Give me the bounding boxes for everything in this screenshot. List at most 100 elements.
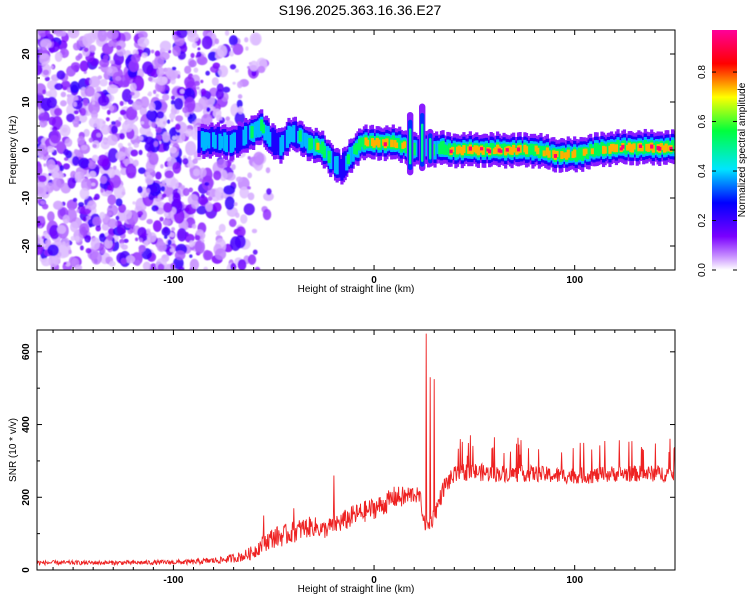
noise-blob	[85, 248, 92, 254]
noise-blob	[100, 188, 104, 193]
noise-blob	[237, 94, 243, 99]
noise-blob	[224, 196, 235, 210]
noise-blob	[214, 187, 226, 201]
noise-blob	[169, 112, 176, 120]
noise-blob	[127, 142, 132, 147]
noise-blob	[234, 68, 239, 73]
noise-blob	[93, 92, 100, 98]
ridge-cell	[202, 132, 206, 151]
ridge-cell	[288, 126, 293, 142]
ridge-cell	[282, 131, 286, 150]
noise-blob	[201, 113, 213, 126]
ridge-cell	[515, 148, 519, 155]
ridge-cell	[346, 154, 350, 165]
noise-blob	[114, 119, 122, 128]
noise-blob	[39, 112, 49, 122]
ridge-cell	[349, 143, 354, 169]
ridge-cell	[319, 139, 323, 156]
noise-blob	[75, 55, 81, 61]
noise-blob	[64, 138, 73, 147]
noise-blob	[162, 219, 171, 226]
noise-blob	[229, 64, 237, 70]
noise-blob	[152, 220, 162, 232]
noise-blob	[257, 65, 266, 74]
ridge-cell	[523, 144, 527, 153]
ridge-cell	[526, 145, 530, 157]
noise-blob	[198, 96, 209, 110]
ridge-cell	[252, 123, 256, 143]
noise-blob	[60, 91, 67, 98]
ridge-cell	[351, 145, 355, 162]
ridge-cell	[239, 126, 243, 150]
ridge-cell	[258, 118, 262, 137]
ridge-cell	[670, 140, 675, 153]
noise-blob	[200, 88, 207, 96]
noise-blob	[106, 30, 119, 40]
noise-blob	[191, 200, 200, 209]
noise-blob	[170, 262, 176, 270]
ridge-cell	[667, 145, 671, 152]
ridge-cell	[566, 149, 570, 158]
snr-xtick-label: -100	[163, 575, 183, 586]
noise-blob	[219, 169, 228, 181]
ridge-cell	[601, 145, 606, 154]
ridge-cell	[237, 126, 241, 152]
snr-xtick-label: 0	[371, 575, 377, 586]
noise-blob	[138, 135, 144, 141]
noise-blob	[172, 192, 181, 204]
ridge-cell	[378, 137, 383, 150]
ridge-cell	[560, 151, 564, 160]
noise-blob	[123, 238, 129, 244]
noise-blob	[67, 177, 76, 189]
ridge-cell	[268, 132, 272, 147]
noise-blob	[115, 151, 126, 161]
ridge-cell	[290, 128, 294, 142]
ridge-cell	[484, 143, 489, 155]
noise-blob	[96, 132, 102, 138]
ridge-cell	[529, 143, 533, 155]
noise-blob	[156, 241, 167, 253]
ridge-cell	[261, 124, 265, 134]
noise-blob	[205, 70, 210, 76]
noise-blob	[80, 144, 88, 151]
noise-blob	[45, 239, 52, 246]
spike-mark	[421, 123, 424, 162]
ridge-cell	[374, 140, 378, 146]
noise-blob	[74, 264, 83, 270]
ridge-cell	[348, 146, 352, 165]
noise-blob	[54, 51, 63, 63]
ridge-cell	[609, 143, 614, 152]
noise-blob	[179, 89, 185, 94]
noise-blob	[171, 95, 176, 100]
ridge-cell	[260, 119, 264, 132]
ridge-cell	[468, 146, 472, 151]
ridge-cell	[504, 147, 508, 156]
ridge-cell	[627, 142, 631, 150]
noise-blob	[78, 157, 90, 169]
noise-blob	[119, 100, 124, 107]
noise-blob	[39, 119, 47, 128]
ridge-cell	[500, 144, 505, 154]
noise-blob	[91, 182, 96, 187]
spectrogram-xlabel: Height of straight line (km)	[298, 284, 415, 295]
noise-blob	[78, 202, 85, 207]
noise-blob	[140, 96, 150, 109]
noise-blob	[121, 190, 126, 196]
spectrogram-ridge	[197, 103, 675, 185]
ridge-cell	[569, 151, 574, 161]
ridge-cell	[361, 136, 365, 152]
noise-blob	[216, 158, 228, 169]
noise-blob	[232, 43, 244, 55]
noise-blob	[182, 157, 189, 165]
noise-blob	[145, 228, 151, 234]
ridge-cell	[454, 144, 458, 158]
noise-blob	[229, 50, 234, 57]
noise-blob	[73, 149, 79, 154]
noise-blob	[122, 189, 126, 193]
noise-blob	[174, 250, 186, 261]
noise-blob	[74, 235, 80, 242]
ridge-cell	[488, 149, 492, 154]
ridge-cell	[253, 122, 257, 138]
noise-blob	[129, 83, 137, 92]
ridge-cell	[611, 143, 615, 150]
